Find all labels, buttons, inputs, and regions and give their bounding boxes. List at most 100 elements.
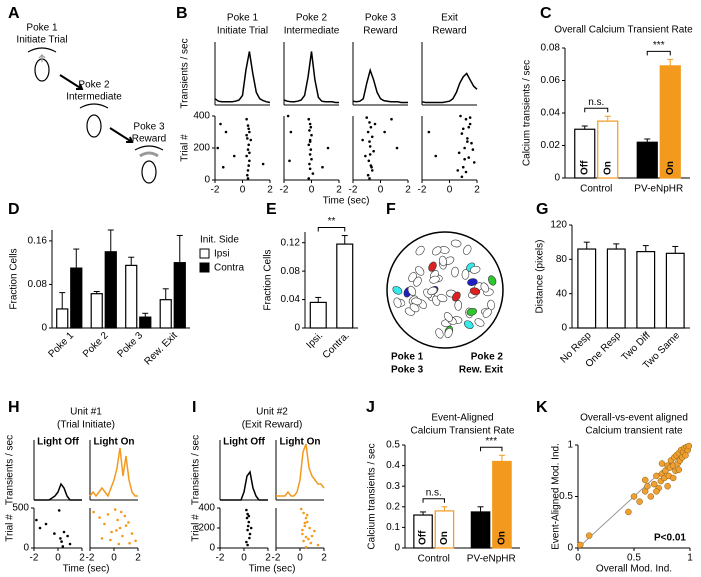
raster-dot <box>121 534 124 538</box>
cell <box>429 275 440 284</box>
legend-label: Poke 2 <box>471 352 504 363</box>
y-tick-label: 500 <box>12 503 29 514</box>
bar <box>665 252 685 329</box>
cell <box>463 244 472 255</box>
raster-dot <box>434 154 438 158</box>
raster-dot <box>463 157 466 161</box>
raster-dot <box>246 173 249 177</box>
significance-label: ** <box>328 216 336 227</box>
y-axis-label: Fraction Cells <box>9 248 20 309</box>
raster-dot <box>248 159 251 163</box>
raster-dot <box>310 534 314 538</box>
column-title: Reward <box>363 26 397 37</box>
cell <box>436 294 448 303</box>
raster-dot <box>305 513 309 517</box>
raster-dot <box>123 514 127 518</box>
x-tick-label: 0 <box>241 553 247 564</box>
raster-dot <box>109 538 112 542</box>
raster-dot <box>247 514 251 518</box>
raster-dot <box>248 532 252 536</box>
y-tick-label: 0.5 <box>386 440 400 451</box>
raster-dot <box>110 530 113 534</box>
raster-dot <box>308 122 312 126</box>
bar <box>90 293 103 329</box>
raster-dot <box>38 526 42 530</box>
y-tick-label: 0 <box>294 323 300 334</box>
raster-dot <box>246 124 250 127</box>
column-title: Poke 3 <box>365 13 397 24</box>
raster-dot <box>311 172 315 175</box>
raster-dot <box>247 143 250 147</box>
y-tick-label: 0.3 <box>386 481 400 492</box>
panel-label: F <box>386 201 396 218</box>
scatter-point <box>644 482 651 490</box>
y-tick-label: 0.2 <box>386 501 400 512</box>
x-tick-label: Poke 3 <box>115 330 145 360</box>
legend-label: Ipsi <box>214 249 230 260</box>
y-tick-label: 0 <box>23 543 29 554</box>
raster-dot <box>364 154 367 158</box>
raster-dot <box>309 541 313 545</box>
y-tick-label: 0.4 <box>386 460 400 471</box>
column-title: Poke 1 <box>227 13 259 24</box>
raster-dot <box>66 534 69 538</box>
x-tick-label: 2 <box>79 553 85 564</box>
panel-label: A <box>8 5 20 22</box>
legend-swatch <box>199 262 210 273</box>
bar-label: Off <box>475 530 486 545</box>
psth-line <box>89 447 138 498</box>
x-tick-label: -2 <box>211 185 220 196</box>
raster-dot <box>245 117 248 121</box>
x-tick-label: PV-eNpHR <box>634 184 683 195</box>
legend-label: Poke 3 <box>391 365 424 376</box>
raster-dot <box>117 542 121 546</box>
y-tick-label: 0.04 <box>281 294 301 305</box>
bar-label: Off <box>642 160 653 175</box>
scatter-point <box>664 482 671 490</box>
scatter-point <box>669 474 677 482</box>
y-tick-label: 0 <box>41 323 47 334</box>
y-axis-label: Distance (pixels) <box>535 240 546 314</box>
raster-dot <box>134 539 137 543</box>
chart-title: Calcium Transient Rate <box>411 426 515 437</box>
raster-dot <box>302 539 305 543</box>
raster-dot <box>308 153 312 156</box>
bar <box>56 308 69 329</box>
field-of-view <box>386 231 504 349</box>
raster-dot <box>92 510 95 514</box>
y-tick-label: 200 <box>198 523 215 534</box>
y-axis-label: Transients / sec <box>5 435 16 505</box>
raster-dot <box>301 532 304 536</box>
cell <box>487 299 495 311</box>
y-tick-label: 0.12 <box>281 237 301 248</box>
raster-dot <box>308 526 311 530</box>
x-tick-label: -2 <box>30 553 39 564</box>
cell <box>435 328 444 339</box>
raster-dot <box>127 521 130 524</box>
legend-label: Poke 1 <box>391 352 424 363</box>
scatter-point <box>625 508 632 516</box>
x-tick-label: 2 <box>336 185 342 196</box>
y-tick-label: 0 <box>561 323 567 334</box>
column-title: Light Off <box>37 437 79 448</box>
significance-label: n.s. <box>426 487 442 498</box>
y-axis-label: Transients / sec <box>180 38 191 108</box>
y-tick-label: 0 <box>204 175 210 186</box>
column-title: Intermediate <box>284 26 340 37</box>
significance-label: *** <box>485 436 497 447</box>
x-tick-label: Poke 2 <box>81 330 111 360</box>
x-tick-label: Poke 1 <box>46 330 76 360</box>
significance-label: n.s. <box>588 97 604 108</box>
raster-dot <box>373 122 377 126</box>
panel-label: H <box>8 399 20 416</box>
raster-dot <box>370 165 373 169</box>
panel-label: C <box>540 5 552 22</box>
arrow <box>38 54 46 62</box>
raster-dot <box>246 512 249 516</box>
raster-dot <box>118 526 122 530</box>
bar-label: On <box>439 531 450 545</box>
raster-dot <box>464 170 468 174</box>
cell <box>463 320 474 330</box>
bar <box>606 248 626 329</box>
cell <box>392 286 403 295</box>
